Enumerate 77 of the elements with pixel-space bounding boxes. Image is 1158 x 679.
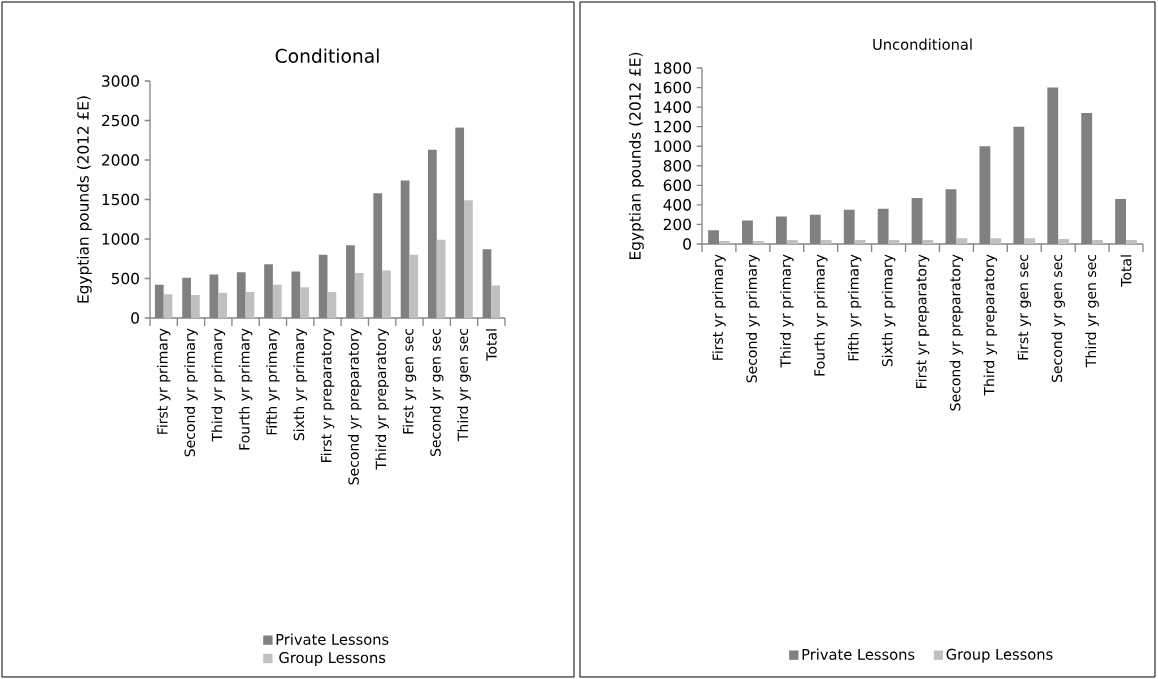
x-tick-label: Total: [485, 329, 497, 361]
x-tick-label: Second yr primary: [184, 328, 198, 457]
bar: [491, 285, 501, 318]
bar: [1058, 239, 1070, 244]
x-tick-label: Fourth yr primary: [238, 328, 253, 450]
bar: [752, 241, 764, 244]
x-tick-label: Third yr gen sec: [1085, 254, 1099, 368]
x-tick-label: Sixth yr primary: [293, 328, 307, 441]
bar: [409, 254, 419, 318]
x-tick-label: Fifth yr primary: [847, 254, 862, 361]
y-axis-title: Egyptian pounds (2012 £E): [628, 52, 644, 259]
x-tick-label: Second yr gen sec: [1051, 254, 1065, 383]
y-tick-label: 1600: [654, 81, 691, 94]
y-tick-label: 1800: [654, 62, 691, 74]
y-tick-label: 400: [663, 199, 691, 211]
x-tick-label: First yr gen sec: [1017, 254, 1032, 360]
bar: [1024, 238, 1036, 244]
bar: [956, 238, 968, 244]
bar: [218, 292, 228, 318]
x-tick-label: First yr primary: [156, 328, 171, 434]
x-tick-label: First yr preparatory: [320, 328, 335, 462]
bar: [786, 240, 798, 244]
bar: [272, 284, 282, 318]
bar: [1126, 240, 1137, 244]
bar: [990, 238, 1002, 244]
y-tick-label: 0: [683, 238, 691, 250]
y-tick-label: 0: [131, 312, 139, 324]
x-tick-label: Third yr preparatory: [375, 328, 389, 470]
x-tick-label: Total: [1120, 255, 1132, 287]
x-tick-label: Third yr primary: [211, 328, 226, 442]
bar: [922, 240, 934, 244]
bar: [354, 272, 364, 318]
bar: [163, 294, 173, 318]
y-tick-label: 1000: [654, 140, 691, 153]
legend-label: Group Lessons: [946, 648, 1053, 663]
bar: [190, 295, 200, 318]
x-tick-label: Fifth yr primary: [266, 328, 280, 435]
x-tick-label: Third yr primary: [780, 254, 794, 368]
x-tick-label: Second yr primary: [746, 254, 760, 383]
bar: [718, 241, 730, 244]
chart-title: Conditional: [275, 48, 379, 63]
x-tick-label: Second yr preparatory: [348, 328, 362, 485]
y-tick-label: 1200: [654, 120, 691, 133]
x-tick-label: First yr preparatory: [915, 254, 930, 388]
y-tick-label: 600: [663, 179, 691, 192]
x-tick-label: First yr gen sec: [402, 328, 417, 434]
x-tick-label: Sixth yr primary: [881, 254, 896, 367]
x-tick-label: First yr primary: [712, 254, 726, 360]
y-tick-label: 3000: [102, 75, 139, 87]
bar: [464, 200, 473, 318]
y-axis-title: Egyptian pounds (2012 £E): [76, 96, 92, 303]
y-tick-label: 1400: [654, 101, 691, 113]
bar: [1092, 240, 1103, 244]
bar: [436, 239, 446, 318]
x-tick-label: Third yr gen sec: [457, 328, 471, 442]
y-tick-label: 1000: [102, 233, 139, 245]
bar: [245, 291, 255, 318]
legend-label: Private Lessons: [276, 633, 389, 645]
legend-label: Group Lessons: [279, 652, 386, 666]
y-tick-label: 500: [111, 272, 139, 285]
bar: [820, 240, 832, 244]
bar: [382, 270, 391, 318]
bar: [300, 287, 309, 318]
bar: [854, 240, 866, 244]
chart-title: Unconditional: [873, 38, 972, 50]
x-tick-label: Second yr preparatory: [949, 254, 964, 411]
y-tick-label: 2500: [102, 114, 139, 127]
legend-label: Private Lessons: [802, 648, 915, 660]
x-tick-label: Fourth yr primary: [813, 254, 828, 376]
x-tick-label: Third yr preparatory: [983, 254, 998, 396]
y-tick-label: 800: [663, 159, 691, 172]
bar: [888, 240, 900, 244]
y-tick-label: 200: [663, 218, 691, 231]
x-tick-label: Second yr gen sec: [429, 328, 444, 457]
y-tick-label: 1500: [102, 193, 139, 206]
y-tick-label: 2000: [102, 154, 139, 166]
bar: [327, 291, 337, 318]
